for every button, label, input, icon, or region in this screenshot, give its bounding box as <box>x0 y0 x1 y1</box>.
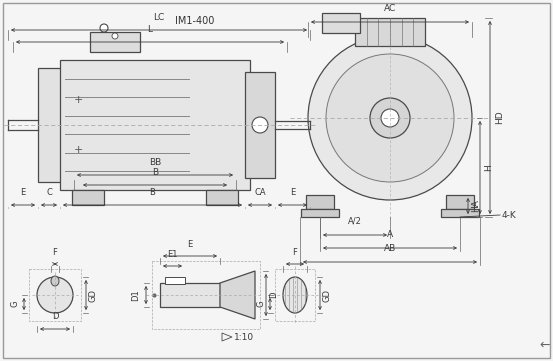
Bar <box>38 68 63 182</box>
Bar <box>306 195 334 209</box>
Text: B: B <box>152 168 158 177</box>
Text: L: L <box>148 25 153 34</box>
Bar <box>301 209 339 217</box>
Bar <box>441 209 479 217</box>
Circle shape <box>326 54 454 182</box>
Bar <box>275 269 315 321</box>
Text: E: E <box>290 188 295 197</box>
Text: E: E <box>187 240 192 249</box>
Text: F: F <box>293 248 298 257</box>
Text: ←: ← <box>540 339 550 352</box>
Text: CA: CA <box>254 188 266 197</box>
Circle shape <box>308 36 472 200</box>
Bar <box>206 190 238 205</box>
Text: AC: AC <box>384 4 396 13</box>
Bar <box>160 283 220 307</box>
Text: GD: GD <box>323 288 332 301</box>
Text: E1: E1 <box>167 250 178 259</box>
Circle shape <box>100 24 108 32</box>
Bar <box>446 195 474 209</box>
Text: HA: HA <box>471 200 480 212</box>
Bar <box>322 13 360 33</box>
Text: G: G <box>10 301 19 307</box>
Circle shape <box>381 109 399 127</box>
Text: AB: AB <box>384 244 396 253</box>
Text: GD: GD <box>89 288 98 301</box>
Text: HD: HD <box>495 111 504 124</box>
Text: +: + <box>74 145 83 155</box>
Text: A/2: A/2 <box>348 217 362 226</box>
Ellipse shape <box>283 277 307 313</box>
Text: E: E <box>20 188 25 197</box>
Bar <box>245 72 275 178</box>
Bar <box>72 190 104 205</box>
Text: 1:10: 1:10 <box>234 332 254 342</box>
Text: D: D <box>52 312 58 321</box>
Text: D: D <box>269 292 278 298</box>
Text: D1: D1 <box>131 289 140 301</box>
Circle shape <box>112 33 118 39</box>
Bar <box>60 60 250 190</box>
Text: IM1-400: IM1-400 <box>175 16 215 26</box>
Text: F: F <box>53 248 58 257</box>
Bar <box>29 269 81 321</box>
Bar <box>90 32 140 52</box>
Circle shape <box>370 98 410 138</box>
Text: B: B <box>149 188 155 197</box>
Bar <box>152 261 260 329</box>
Text: LC: LC <box>153 13 165 22</box>
Circle shape <box>37 277 73 313</box>
Polygon shape <box>220 271 255 319</box>
Text: H: H <box>484 164 493 171</box>
Text: BB: BB <box>149 158 161 167</box>
Text: C: C <box>46 188 52 197</box>
Text: +: + <box>74 95 83 105</box>
Circle shape <box>252 117 268 133</box>
Text: A: A <box>387 230 393 239</box>
Bar <box>355 18 425 46</box>
Bar <box>165 277 185 284</box>
Ellipse shape <box>51 276 59 286</box>
Text: G: G <box>256 301 265 307</box>
Text: 4-K: 4-K <box>502 210 517 219</box>
